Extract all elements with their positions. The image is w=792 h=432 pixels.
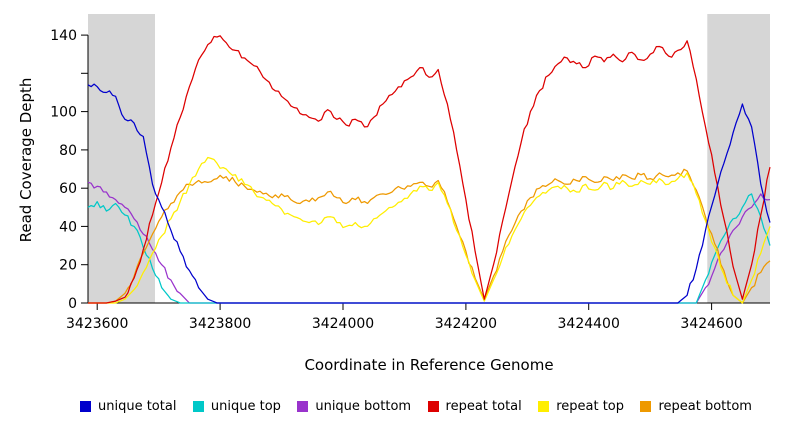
y-tick-label: 60 <box>59 181 77 197</box>
x-tick-label: 3423600 <box>66 316 128 332</box>
legend-item-repeat-top: repeat top <box>538 399 624 414</box>
legend-item-repeat-total: repeat total <box>427 399 522 414</box>
y-tick-label: 20 <box>59 258 77 274</box>
y-tick-label: 80 <box>59 143 77 159</box>
legend-item-unique-top: unique top <box>192 399 281 414</box>
legend-item-unique-bottom: unique bottom <box>297 399 411 414</box>
legend-label-repeat-bottom: repeat bottom <box>658 399 752 414</box>
legend-item-repeat-bottom: repeat bottom <box>640 399 752 414</box>
series-line-unique-top <box>87 193 771 304</box>
legend-swatch-repeat-total <box>427 401 439 412</box>
legend: unique total unique top unique bottom re… <box>80 399 752 414</box>
x-tick-label: 3424200 <box>435 316 497 332</box>
x-tick-label: 3424600 <box>680 316 742 332</box>
legend-swatch-repeat-top <box>538 401 550 412</box>
shaded-region <box>707 14 770 303</box>
x-tick-label: 3423800 <box>189 316 251 332</box>
series-line-repeat-top <box>88 156 771 304</box>
legend-label-repeat-total: repeat total <box>445 399 522 414</box>
y-tick-label: 100 <box>50 105 77 121</box>
series-line-unique-bottom <box>87 181 771 304</box>
legend-swatch-unique-bottom <box>297 401 309 412</box>
y-tick-label: 140 <box>50 28 77 44</box>
legend-swatch-repeat-bottom <box>640 401 652 412</box>
series-line-unique-total <box>87 83 771 304</box>
y-axis-title: Read Coverage Depth <box>17 77 35 243</box>
series-line-repeat-total <box>88 35 771 304</box>
legend-label-unique-bottom: unique bottom <box>315 399 412 414</box>
y-tick-label: 0 <box>68 296 77 312</box>
legend-item-unique-total: unique total <box>80 399 176 414</box>
x-tick-label: 3424400 <box>558 316 620 332</box>
legend-label-unique-top: unique top <box>210 399 281 414</box>
legend-swatch-unique-total <box>80 401 91 412</box>
shaded-region <box>88 14 155 303</box>
legend-swatch-unique-top <box>192 401 204 412</box>
x-axis-title: Coordinate in Reference Genome <box>304 356 554 374</box>
y-tick-label: 40 <box>59 219 77 235</box>
series-line-repeat-bottom <box>88 168 771 304</box>
legend-label-unique-total: unique total <box>98 399 177 414</box>
x-tick-label: 3424000 <box>312 316 374 332</box>
legend-label-repeat-top: repeat top <box>556 399 624 414</box>
